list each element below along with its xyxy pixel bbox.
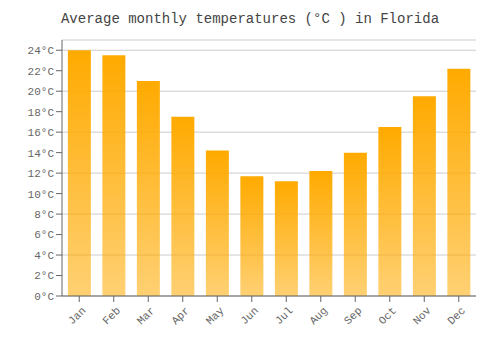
svg-text:Nov: Nov	[411, 304, 434, 327]
svg-text:6°C: 6°C	[34, 229, 54, 241]
svg-text:Apr: Apr	[169, 305, 191, 327]
svg-text:18°C: 18°C	[28, 107, 55, 119]
svg-text:4°C: 4°C	[34, 250, 54, 262]
svg-text:20°C: 20°C	[28, 86, 55, 98]
svg-text:Aug: Aug	[307, 305, 329, 327]
svg-text:Jan: Jan	[66, 305, 88, 327]
html-text:Average monthly temperatures (: Average monthly temperatures (°C ) in Fl…	[61, 11, 439, 27]
svg-text:2°C: 2°C	[34, 270, 54, 282]
svg-text:Mar: Mar	[135, 305, 157, 327]
svg-text:10°C: 10°C	[28, 189, 55, 201]
svg-text:8°C: 8°C	[34, 209, 54, 221]
svg-text:Sep: Sep	[342, 305, 364, 327]
svg-text:16°C: 16°C	[28, 127, 55, 139]
svg-text:Feb: Feb	[100, 305, 122, 327]
svg-text:14°C: 14°C	[28, 148, 55, 160]
svg-text:Jul: Jul	[273, 305, 295, 327]
svg-text:24°C: 24°C	[28, 45, 55, 57]
svg-text:Oct: Oct	[376, 305, 398, 327]
svg-text:Dec: Dec	[445, 305, 467, 327]
svg-text:May: May	[204, 304, 227, 327]
svg-text:Jun: Jun	[238, 305, 260, 327]
svg-text:22°C: 22°C	[28, 66, 55, 78]
svg-text:12°C: 12°C	[28, 168, 55, 180]
svg-text:0°C: 0°C	[34, 291, 54, 303]
